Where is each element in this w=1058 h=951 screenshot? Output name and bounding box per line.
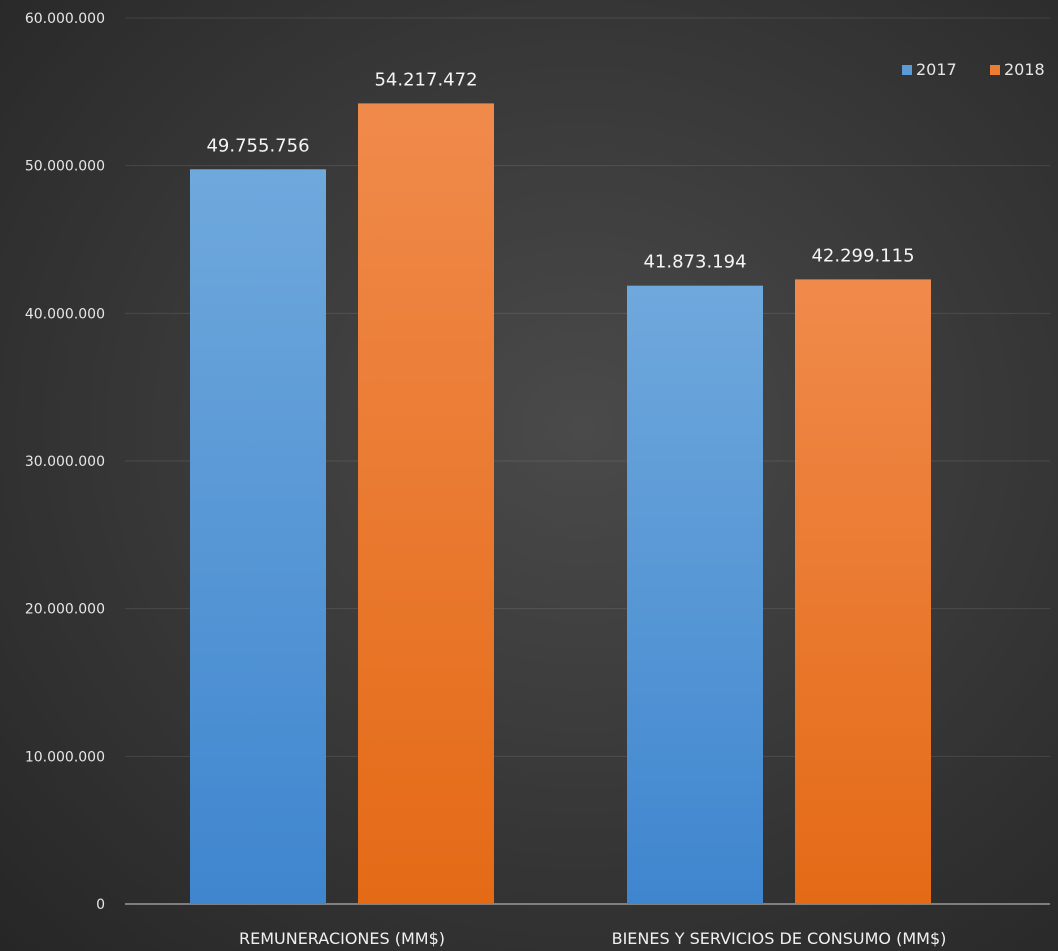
y-tick-label: 30.000.000 [25,454,105,470]
legend-swatch-2017 [902,65,912,75]
legend-swatch-2018 [990,65,1000,75]
data-labels: 49.755.756 54.217.472 41.873.194 42.299.115 [206,69,914,272]
y-tick-label: 50.000.000 [25,159,105,175]
legend: 2017 2018 [902,60,1045,79]
y-tick-label: 20.000.000 [25,602,105,618]
data-label: 54.217.472 [374,69,477,90]
y-tick-label: 0 [96,897,105,913]
data-label: 41.873.194 [643,252,746,273]
bar-2017 [190,169,326,905]
bar-2018 [795,279,931,904]
data-label: 42.299.115 [811,245,914,266]
y-tick-label: 40.000.000 [25,306,105,322]
bars [190,103,931,905]
legend-label: 2018 [1004,60,1045,79]
category-label: BIENES Y SERVICIOS DE CONSUMO (MM$) [612,929,947,948]
y-axis-tick-labels: 0 10.000.000 20.000.000 30.000.000 40.000.00… [25,11,105,913]
legend-label: 2017 [916,60,957,79]
category-label: REMUNERACIONES (MM$) [239,929,445,948]
y-tick-label: 10.000.000 [25,749,105,765]
bar-2017 [627,285,763,905]
bar-2018 [358,103,494,904]
y-tick-label: 60.000.000 [25,11,105,27]
data-label: 49.755.756 [206,135,309,156]
x-axis-category-labels: REMUNERACIONES (MM$) BIENES Y SERVICIOS D… [239,929,946,948]
